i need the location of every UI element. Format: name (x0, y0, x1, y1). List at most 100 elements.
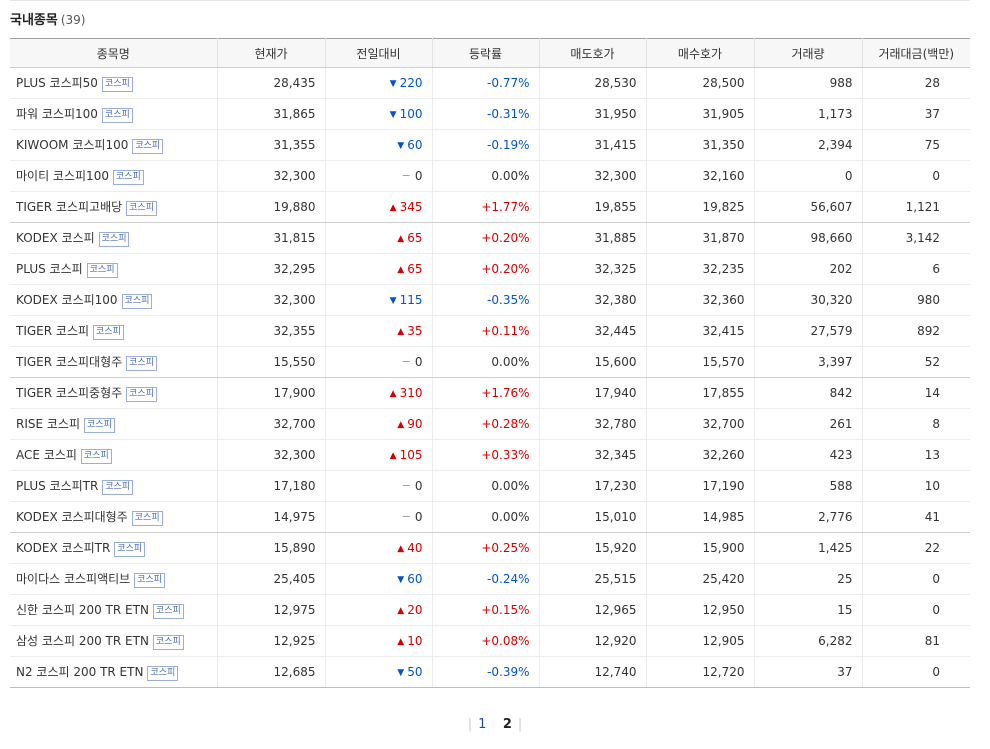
change-value: 115 (399, 293, 423, 307)
volume-cell: 2,394 (754, 129, 863, 161)
amount-cell: 3,142 (862, 222, 970, 254)
bid-cell: 32,360 (646, 284, 755, 316)
stock-name-cell: 신한 코스피 200 TR ETN 코스피 (10, 594, 218, 626)
stock-name-link[interactable]: KODEX 코스피TR (16, 541, 111, 555)
rate-cell: +1.76% (432, 377, 540, 409)
change-cell: ▼ 115 (325, 284, 433, 316)
column-header-name[interactable]: 종목명 (10, 38, 218, 68)
change-value: 220 (399, 76, 423, 90)
stock-name-link[interactable]: TIGER 코스피중형주 (16, 386, 123, 400)
stock-name-link[interactable]: KODEX 코스피 (16, 231, 95, 245)
table-row[interactable]: N2 코스피 200 TR ETN 코스피 12,685 ▼ 50 -0.39% 12,74… (10, 656, 970, 688)
stock-name-link[interactable]: 신한 코스피 200 TR ETN (16, 603, 149, 617)
volume-cell: 261 (754, 408, 863, 440)
table-row[interactable]: 신한 코스피 200 TR ETN 코스피 12,975 ▲ 20 +0.15% 12,96… (10, 594, 970, 626)
amount-cell: 41 (862, 501, 970, 533)
column-header-price[interactable]: 현재가 (217, 38, 326, 68)
down-arrow-icon: ▼ (397, 141, 405, 151)
table-row[interactable]: PLUS 코스피TR 코스피 17,180−0 0.00% 17,230 17,190 58… (10, 470, 970, 502)
change-value: 40 (407, 541, 423, 555)
amount-cell: 28 (862, 67, 970, 99)
table-row[interactable]: TIGER 코스피대형주 코스피 15,550−0 0.00% 15,600 15,570… (10, 346, 970, 378)
change-cell: ▼ 60 (325, 129, 433, 161)
flat-dash-icon: − (401, 355, 411, 368)
up-arrow-icon: ▲ (397, 420, 405, 430)
table-row[interactable]: KODEX 코스피TR 코스피 15,890 ▲ 40 +0.25% 15,920 15,90… (10, 532, 970, 564)
price-cell: 32,355 (217, 315, 326, 347)
change-value: 65 (407, 262, 423, 276)
up-arrow-icon: ▲ (389, 203, 397, 213)
table-row[interactable]: KIWOOM 코스피100 코스피 31,355 ▼ 60 -0.19% 31,415 31,… (10, 129, 970, 161)
bid-cell: 12,950 (646, 594, 755, 626)
stock-name-link[interactable]: ACE 코스피 (16, 448, 77, 462)
bid-cell: 25,420 (646, 563, 755, 595)
bid-cell: 17,855 (646, 377, 755, 409)
table-row[interactable]: TIGER 코스피고배당 코스피 19,880 ▲ 345 +1.77% 19,855 19,… (10, 191, 970, 223)
stock-name-cell: PLUS 코스피TR 코스피 (10, 470, 218, 502)
table-row[interactable]: 마이다스 코스피액티브 코스피 25,405 ▼ 60 -0.24% 25,515 25,42… (10, 563, 970, 595)
stock-name-link[interactable]: 파워 코스피100 (16, 107, 98, 121)
stock-name-cell: TIGER 코스피중형주 코스피 (10, 377, 218, 409)
up-arrow-icon: ▲ (397, 637, 405, 647)
table-row[interactable]: 마이티 코스피100 코스피 32,300−0 0.00% 32,300 32,160 0 0 (10, 160, 970, 192)
table-row[interactable]: KODEX 코스피100 코스피 32,300 ▼ 115 -0.35% 32,380 32,… (10, 284, 970, 316)
stock-name-link[interactable]: 마이다스 코스피액티브 (16, 572, 131, 586)
table-row[interactable]: 삼성 코스피 200 TR ETN 코스피 12,925 ▲ 10 +0.08% 12,92… (10, 625, 970, 657)
ask-cell: 31,885 (539, 222, 647, 254)
rate-cell: 0.00% (432, 160, 540, 192)
column-header-change[interactable]: 전일대비 (325, 38, 433, 68)
ask-cell: 31,415 (539, 129, 647, 161)
down-arrow-icon: ▼ (389, 110, 397, 120)
stock-name-link[interactable]: TIGER 코스피 (16, 324, 90, 338)
stock-name-link[interactable]: PLUS 코스피50 (16, 76, 98, 90)
stock-name-link[interactable]: TIGER 코스피대형주 (16, 355, 123, 369)
bid-cell: 31,905 (646, 98, 755, 130)
stock-name-link[interactable]: 삼성 코스피 200 TR ETN (16, 634, 149, 648)
rate-cell: +0.15% (432, 594, 540, 626)
market-badge: 코스피 (126, 387, 157, 402)
market-badge: 코스피 (121, 294, 153, 309)
table-row[interactable]: KODEX 코스피대형주 코스피 14,975−0 0.00% 15,010 14,985… (10, 501, 970, 533)
price-cell: 15,890 (217, 532, 326, 564)
column-header-ask[interactable]: 매도호가 (539, 38, 647, 68)
page-link-2-current[interactable]: 2 (502, 717, 512, 732)
volume-cell: 27,579 (754, 315, 863, 347)
change-cell: ▲ 20 (325, 594, 433, 626)
table-row[interactable]: 파워 코스피100 코스피 31,865 ▼ 100 -0.31% 31,950 31,905… (10, 98, 970, 130)
table-row[interactable]: KODEX 코스피 코스피 31,815 ▲ 65 +0.20% 31,885 31,870 9… (10, 222, 970, 254)
table-row[interactable]: PLUS 코스피 코스피 32,295 ▲ 65 +0.20% 32,325 32,235 20… (10, 253, 970, 285)
change-cell: ▼ 100 (325, 98, 433, 130)
stock-name-link[interactable]: 마이티 코스피100 (16, 169, 109, 183)
stock-name-link[interactable]: KIWOOM 코스피100 (16, 138, 129, 152)
stock-name-link[interactable]: KODEX 코스피대형주 (16, 510, 128, 524)
stock-name-link[interactable]: PLUS 코스피TR (16, 479, 99, 493)
stock-name-link[interactable]: KODEX 코스피100 (16, 293, 118, 307)
bid-cell: 12,720 (646, 656, 755, 688)
table-row[interactable]: TIGER 코스피 코스피 32,355 ▲ 35 +0.11% 32,445 32,415 2… (10, 315, 970, 347)
stock-name-link[interactable]: RISE 코스피 (16, 417, 81, 431)
rate-cell: 0.00% (432, 346, 540, 378)
column-header-volume[interactable]: 거래량 (754, 38, 863, 68)
volume-cell: 2,776 (754, 501, 863, 533)
table-row[interactable]: TIGER 코스피중형주 코스피 17,900 ▲ 310 +1.76% 17,940 17,… (10, 377, 970, 409)
stock-name-cell: KODEX 코스피TR 코스피 (10, 532, 218, 564)
page-link-1[interactable]: 1 (478, 717, 487, 732)
table-row[interactable]: ACE 코스피 코스피 32,300 ▲ 105 +0.33% 32,345 32,260 42… (10, 439, 970, 471)
stock-name-link[interactable]: N2 코스피 200 TR ETN (16, 665, 144, 679)
stock-name-link[interactable]: PLUS 코스피 (16, 262, 83, 276)
column-header-amount[interactable]: 거래대금(백만) (862, 38, 970, 68)
market-badge: 코스피 (131, 511, 163, 526)
price-cell: 17,180 (217, 470, 326, 502)
ask-cell: 32,325 (539, 253, 647, 285)
stock-name-link[interactable]: TIGER 코스피고배당 (16, 200, 123, 214)
rate-cell: -0.35% (432, 284, 540, 316)
bid-cell: 14,985 (646, 501, 755, 533)
amount-cell: 13 (862, 439, 970, 471)
column-header-bid[interactable]: 매수호가 (646, 38, 755, 68)
amount-cell: 0 (862, 656, 970, 688)
table-row[interactable]: RISE 코스피 코스피 32,700 ▲ 90 +0.28% 32,780 32,700 26… (10, 408, 970, 440)
table-row[interactable]: PLUS 코스피50 코스피 28,435 ▼ 220 -0.77% 28,530 28,50… (10, 67, 970, 99)
stock-name-cell: TIGER 코스피 코스피 (10, 315, 218, 347)
stock-name-cell: PLUS 코스피 코스피 (10, 253, 218, 285)
column-header-rate[interactable]: 등락률 (432, 38, 540, 68)
